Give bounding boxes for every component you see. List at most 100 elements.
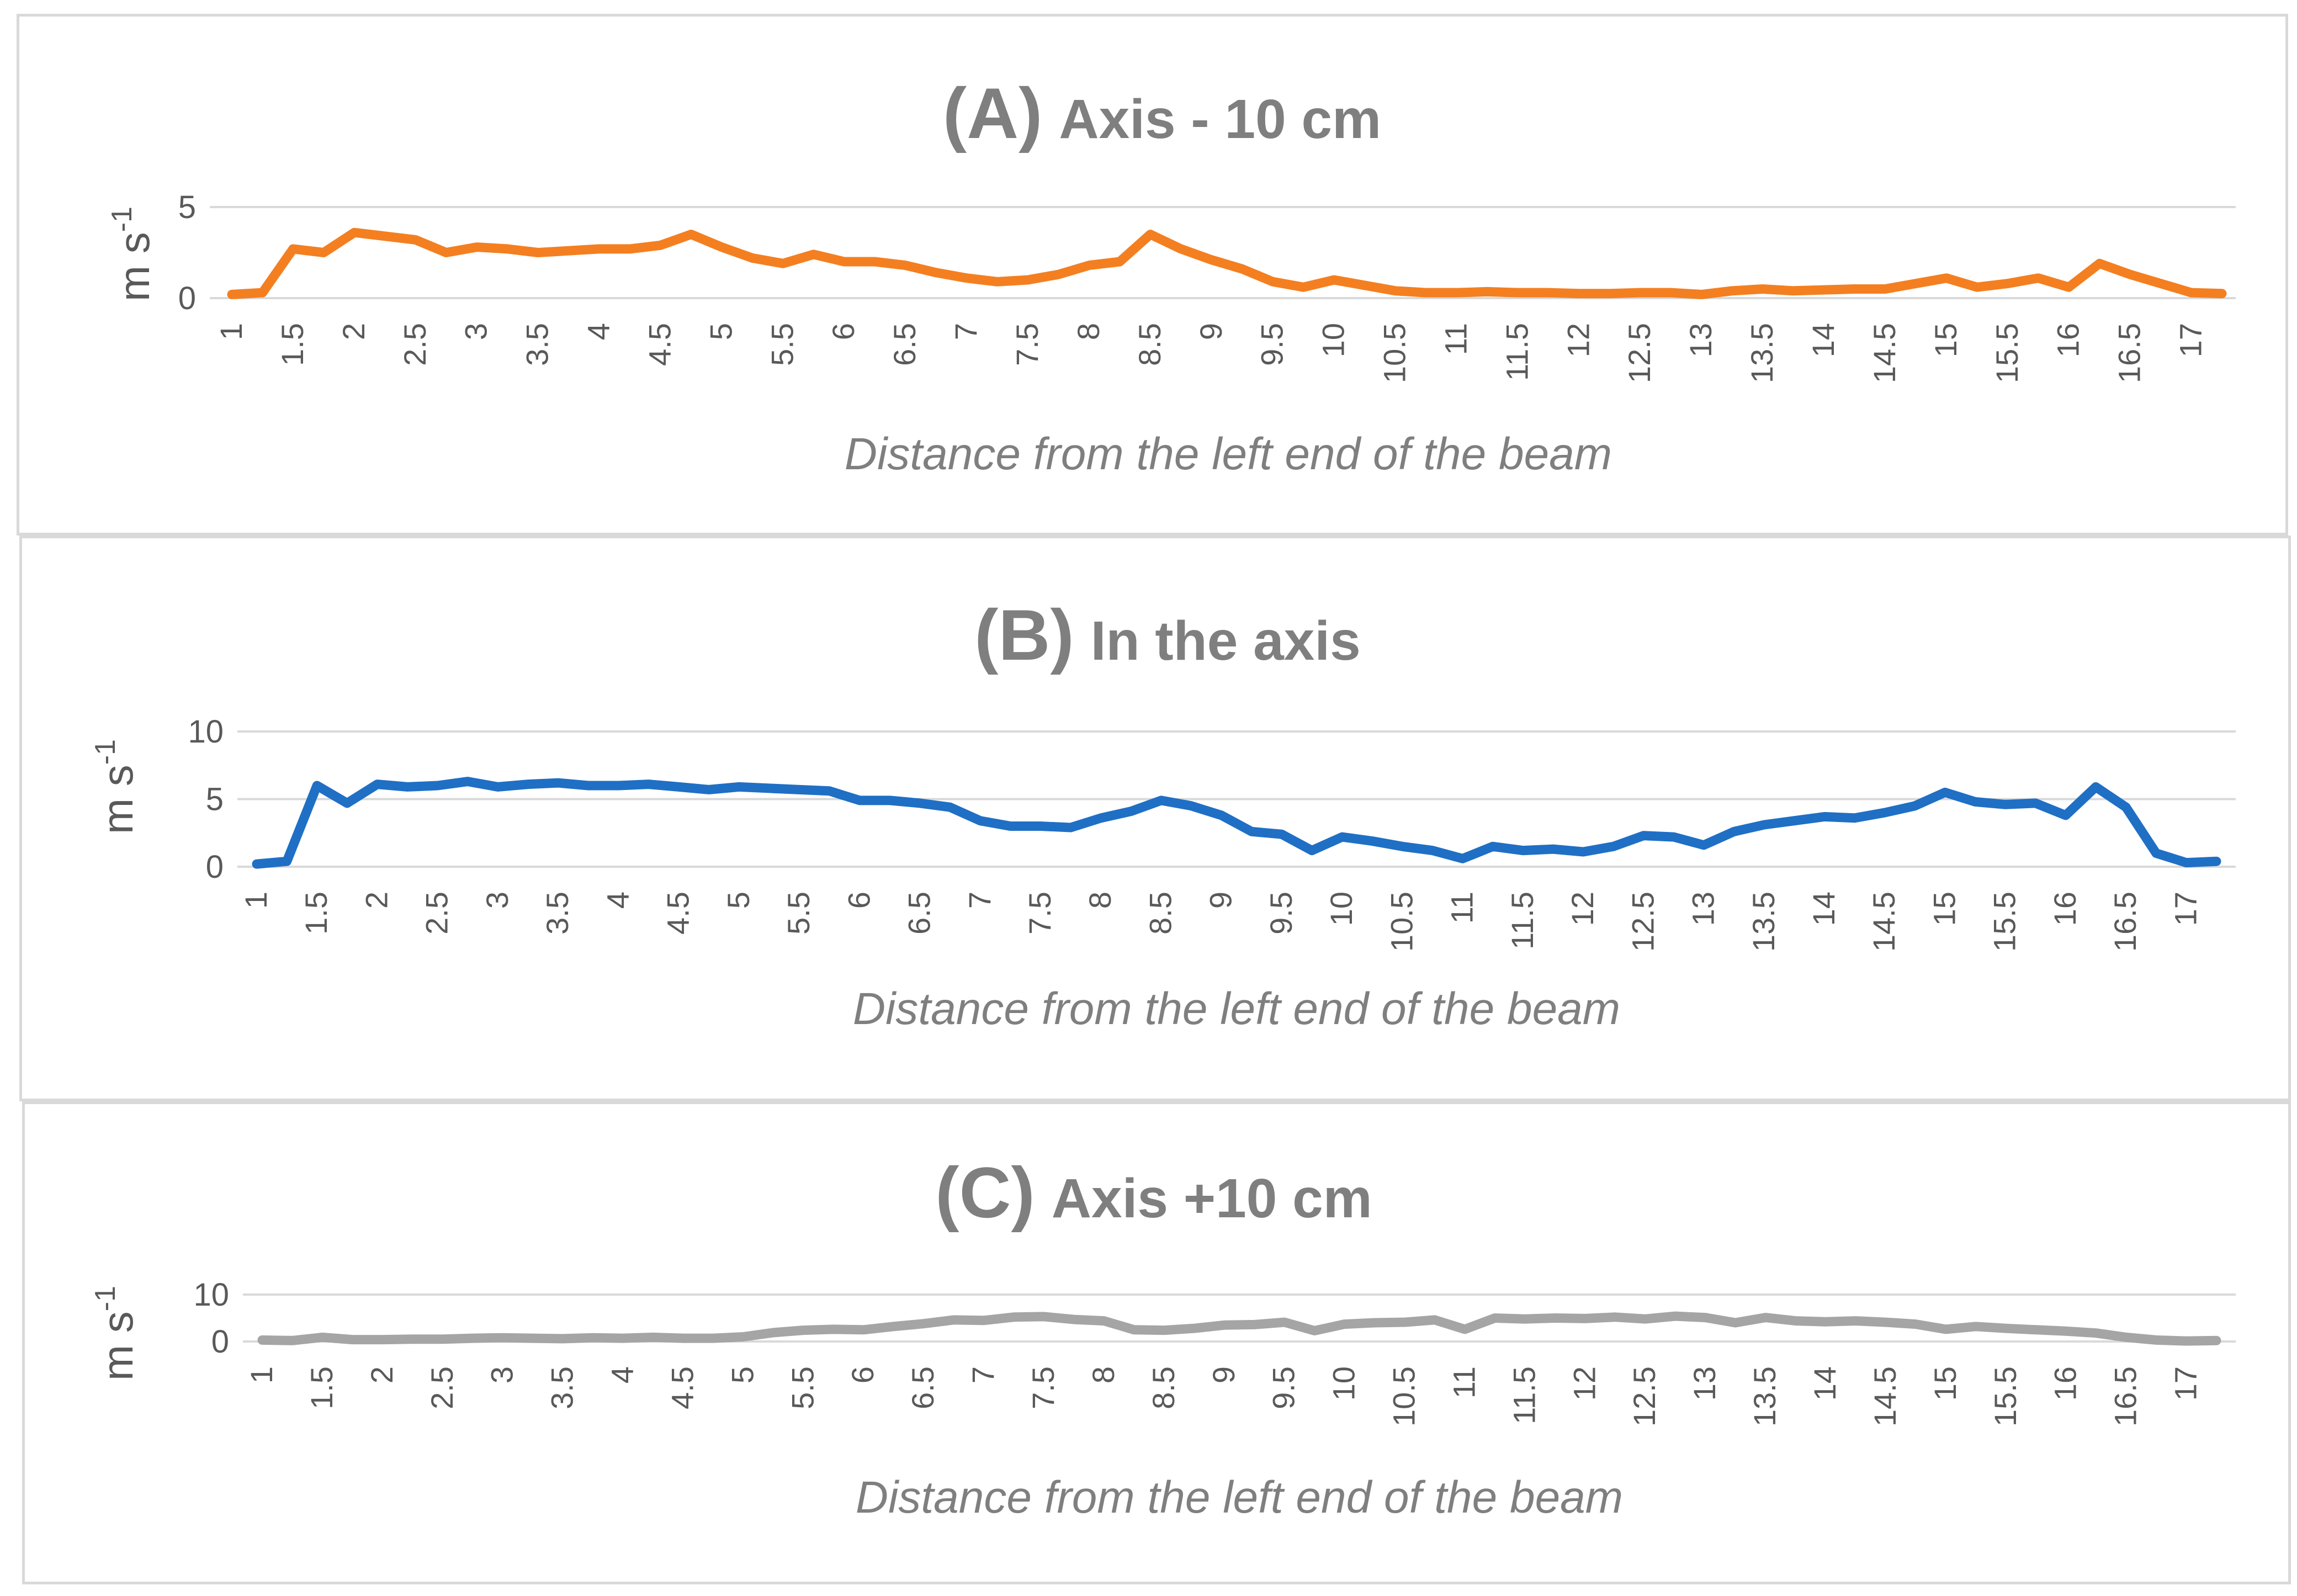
chart-a-x-tick-label: 13: [1683, 323, 1718, 357]
chart-a-title-text: Axis - 10 cm: [1059, 88, 1381, 150]
chart-b-x-tick-label: 11.5: [1505, 892, 1540, 950]
chart-b-x-tick-label: 15.5: [1987, 892, 2022, 952]
chart-a-x-tick-label: 8.5: [1132, 323, 1167, 366]
chart-b-y-axis-exponent: -1: [89, 739, 121, 765]
chart-b-x-tick-label: 1: [238, 892, 273, 909]
chart-b-x-tick-label: 3.5: [540, 892, 575, 935]
chart-b-x-tick-label: 15: [1927, 892, 1961, 926]
chart-a-x-tick-label: 9.5: [1255, 323, 1290, 366]
chart-c-x-tick-label: 17: [2168, 1366, 2203, 1401]
chart-a-x-tick-label: 2: [336, 323, 371, 340]
chart-panel-a: (A) Axis - 10 cm Distance from the left e…: [17, 14, 2288, 535]
chart-c-x-tick-label: 3.5: [545, 1366, 580, 1409]
chart-a-y-tick-label: 0: [178, 280, 196, 316]
chart-b-x-tick-label: 4.5: [661, 892, 696, 935]
chart-a-x-tick-label: 10.5: [1377, 323, 1412, 383]
chart-c-y-axis-exponent: -1: [89, 1286, 121, 1311]
chart-a-x-tick-label: 14.5: [1867, 323, 1902, 383]
chart-a-x-tick-label: 15.5: [1990, 323, 2024, 383]
chart-c-title-text: Axis +10 cm: [1052, 1168, 1372, 1229]
chart-b-x-tick-label: 6.5: [902, 892, 937, 935]
chart-c-x-tick-label: 12.5: [1627, 1366, 1662, 1427]
chart-c-x-tick-label: 11.5: [1506, 1366, 1541, 1424]
chart-c-x-tick-label: 14.5: [1868, 1366, 1902, 1427]
chart-c-x-tick-label: 10.5: [1387, 1366, 1421, 1427]
chart-b-title-text: In the axis: [1091, 610, 1361, 672]
chart-c-x-tick-label: 1.5: [304, 1366, 339, 1409]
chart-b-y-tick-label: 5: [206, 782, 224, 818]
chart-a-x-tick-label: 5.5: [765, 323, 799, 366]
chart-a-title-letter: (A): [943, 73, 1042, 153]
chart-b-x-tick-label: 10: [1324, 892, 1359, 926]
chart-c-x-tick-label: 12: [1567, 1366, 1601, 1401]
chart-c-x-tick-label: 13: [1687, 1366, 1722, 1401]
chart-c-x-axis-label: Distance from the left end of the beam: [856, 1472, 1623, 1523]
chart-a-x-tick-label: 2.5: [397, 323, 432, 366]
chart-a-svg: (A) Axis - 10 cm Distance from the left e…: [106, 73, 2236, 479]
chart-a-x-axis-label: Distance from the left end of the beam: [845, 429, 1612, 479]
chart-b-x-tick-label: 2: [359, 892, 394, 909]
chart-b-x-tick-label: 7.5: [1022, 892, 1057, 935]
chart-a-x-tick-label: 12.5: [1622, 323, 1657, 383]
chart-a-x-tick-label: 10: [1316, 323, 1351, 357]
chart-c-x-tick-label: 13.5: [1747, 1366, 1782, 1427]
chart-a-x-tick-label: 5: [703, 323, 738, 340]
chart-a-x-tick-label: 1.5: [275, 323, 310, 366]
chart-a-x-tick-label: 3.5: [520, 323, 555, 366]
chart-c-y-tick-label: 10: [193, 1277, 229, 1313]
chart-b-x-tick-label: 8: [1083, 892, 1117, 909]
chart-b-x-tick-label: 7: [962, 892, 997, 909]
chart-b-x-tick-label: 17: [2168, 892, 2203, 926]
chart-b-x-tick-label: 1.5: [299, 892, 333, 935]
chart-c-x-tick-label: 3: [485, 1366, 519, 1383]
chart-a-x-tick-label: 17: [2173, 323, 2208, 357]
chart-a-y-tick-label: 5: [178, 189, 196, 225]
chart-c-series-line: [257, 1311, 2221, 1346]
chart-b-y-axis-label: m s-1: [89, 739, 142, 834]
chart-b-y-axis-unit: m s: [93, 765, 142, 834]
chart-b-x-tick-label: 5.5: [781, 892, 816, 935]
chart-b-x-tick-label: 16.5: [2108, 892, 2142, 952]
chart-c-x-tick-label: 2.5: [425, 1366, 459, 1409]
chart-c-x-tick-label: 15.5: [1988, 1366, 2023, 1427]
chart-b-x-tick-label: 5: [721, 892, 756, 909]
chart-a-x-tick-label: 6.5: [887, 323, 922, 366]
chart-c-x-tick-label: 8: [1086, 1366, 1121, 1383]
chart-c-x-tick-label: 4.5: [665, 1366, 699, 1409]
chart-panel-b: (B) In the axis Distance from the left en…: [19, 535, 2291, 1101]
chart-c-x-tick-label: 4: [605, 1366, 640, 1383]
chart-b-x-tick-label: 14.5: [1866, 892, 1901, 952]
chart-b-y-tick-label: 0: [206, 849, 224, 885]
chart-b-x-tick-label: 4: [600, 892, 635, 909]
chart-a-x-tick-label: 11.5: [1499, 323, 1534, 381]
chart-b-x-tick-label: 2.5: [420, 892, 454, 935]
chart-a-x-tick-label: 1: [214, 323, 248, 340]
chart-b-x-tick-label: 11: [1445, 892, 1479, 924]
chart-c-x-tick-label: 16: [2048, 1366, 2083, 1401]
chart-b-x-tick-label: 8.5: [1143, 892, 1177, 935]
chart-c-y-tick-label: 0: [211, 1324, 229, 1360]
chart-a-x-tick-label: 9: [1193, 323, 1228, 340]
chart-a-x-tick-label: 3: [459, 323, 494, 340]
chart-a-y-axis-unit: m s: [110, 232, 158, 301]
chart-a-x-tick-label: 13.5: [1744, 323, 1779, 383]
chart-c-x-tick-label: 10: [1327, 1366, 1361, 1401]
chart-b-title-letter: (B): [974, 595, 1074, 675]
chart-b-x-tick-label: 13.5: [1746, 892, 1781, 952]
chart-b-y-tick-label: 10: [188, 714, 224, 750]
chart-b-svg: (B) In the axis Distance from the left en…: [89, 595, 2236, 1034]
chart-c-y-axis-label: m s-1: [89, 1286, 142, 1381]
chart-b-x-tick-label: 13: [1686, 892, 1721, 926]
chart-a-x-tick-label: 15: [1928, 323, 1963, 357]
chart-a-x-tick-label: 11: [1438, 323, 1473, 355]
chart-a-x-tick-label: 4.5: [642, 323, 677, 366]
chart-c-x-tick-label: 15: [1928, 1366, 1962, 1401]
chart-c-x-tick-label: 11: [1446, 1366, 1481, 1398]
chart-b-x-tick-label: 6: [841, 892, 876, 909]
chart-a-x-tick-label: 7.5: [1010, 323, 1044, 366]
chart-b-series-line: [252, 777, 2221, 869]
chart-c-x-tick-label: 6: [845, 1366, 880, 1383]
chart-a-x-tick-label: 16: [2051, 323, 2086, 357]
chart-c-x-tick-label: 5: [725, 1366, 760, 1383]
chart-b-x-tick-label: 9.5: [1264, 892, 1298, 935]
